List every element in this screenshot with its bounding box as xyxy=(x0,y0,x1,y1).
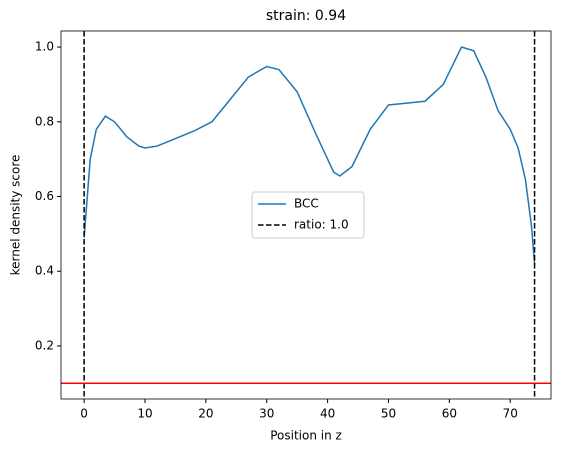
plot-frame xyxy=(60,30,552,400)
x-tick-label: 50 xyxy=(381,407,396,421)
chart-title: strain: 0.94 xyxy=(266,8,346,24)
x-tick-label: 10 xyxy=(137,407,152,421)
line-series xyxy=(83,46,536,264)
x-tick-label: 40 xyxy=(320,407,335,421)
x-tick-label: 70 xyxy=(503,407,518,421)
x-tick-label: 20 xyxy=(198,407,213,421)
y-tick-label: 0.6 xyxy=(35,189,54,203)
y-tick-label: 0.8 xyxy=(35,114,54,128)
legend-label: BCC xyxy=(294,197,319,211)
y-tick-label: 0.2 xyxy=(35,338,54,352)
x-tick-label: 60 xyxy=(442,407,457,421)
legend-label: ratio: 1.0 xyxy=(294,218,349,232)
y-tick-label: 0.4 xyxy=(35,264,54,278)
y-tick-label: 1.0 xyxy=(35,40,54,54)
x-axis-label: Position in z xyxy=(270,429,342,443)
x-tick-label: 30 xyxy=(259,407,274,421)
y-axis-label: kernel density score xyxy=(9,155,23,276)
x-tick-label: 0 xyxy=(80,407,88,421)
